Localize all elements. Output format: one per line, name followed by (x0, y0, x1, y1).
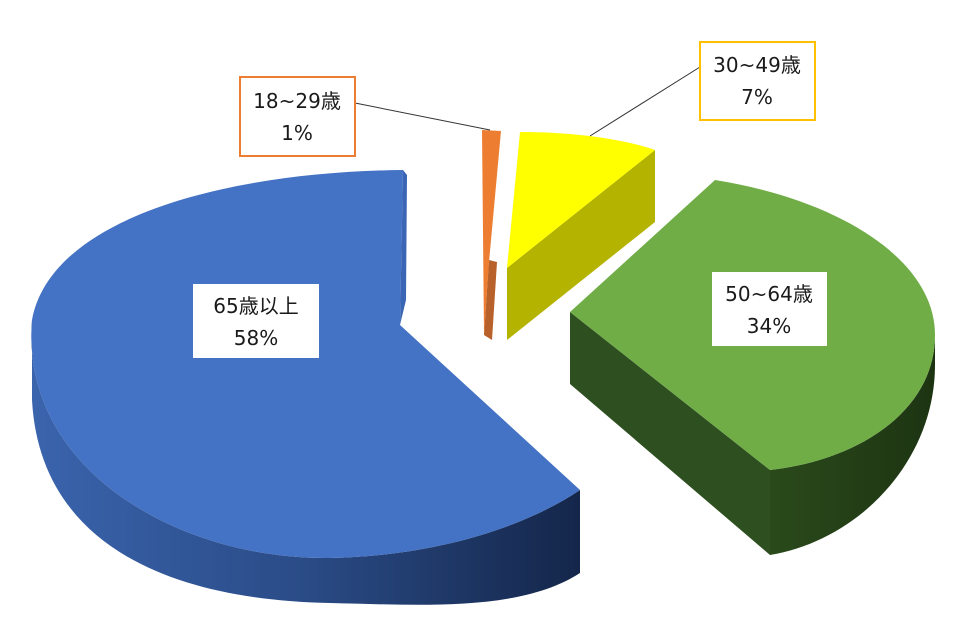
data-label-18-29-category: 18~29歳 (253, 89, 341, 113)
data-label-18-29: 18~29歳 1% (239, 76, 356, 157)
slice-18-29-side (484, 260, 497, 340)
data-label-50-64: 50~64歳 34% (712, 272, 827, 346)
slice-18-29 (482, 130, 501, 340)
slice-18-29-top (482, 130, 501, 335)
slice-30-49-top (507, 132, 655, 268)
data-label-50-64-category: 50~64歳 (725, 282, 813, 306)
slice-30-49 (507, 132, 655, 340)
slice-50-64-side (770, 335, 935, 555)
leader-line-30-49 (589, 66, 701, 137)
data-label-30-49-percent: 7% (741, 85, 773, 109)
slice-50-64-side-left (570, 312, 770, 555)
data-label-30-49-category: 30~49歳 (713, 53, 801, 77)
leader-line-18-29 (354, 102, 491, 131)
slice-65-plus (31, 170, 581, 605)
slice-65-plus-top (31, 170, 581, 559)
slice-65-plus-side (31, 320, 581, 605)
slice-65-plus-inner-edge (400, 170, 407, 325)
data-label-65-plus-percent: 58% (234, 326, 278, 350)
slice-30-49-side (507, 150, 655, 340)
data-label-65-plus: 65歳以上 58% (193, 284, 319, 358)
data-label-18-29-percent: 1% (281, 121, 313, 145)
data-label-65-plus-category: 65歳以上 (213, 294, 298, 318)
data-label-50-64-percent: 34% (747, 314, 791, 338)
data-label-30-49: 30~49歳 7% (699, 41, 816, 121)
